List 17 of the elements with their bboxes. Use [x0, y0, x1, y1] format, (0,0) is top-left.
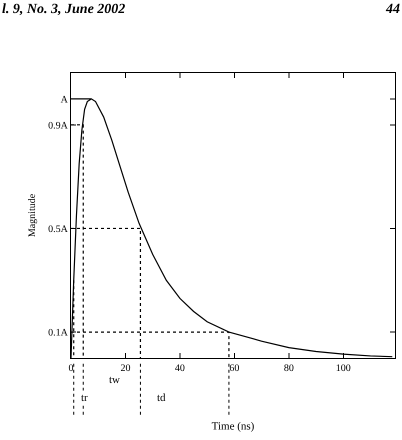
y-tick-label: 0.5A [48, 224, 69, 235]
text: l. 9, No. 3, June 2002 [2, 2, 126, 17]
x-tick-label: 80 [284, 363, 294, 374]
x-tick-label: 0 [68, 363, 74, 374]
y-tick-label: A [60, 94, 69, 106]
x-tick-label: 40 [174, 363, 185, 374]
x-tick-label: 100 [336, 363, 351, 374]
text: 44 [385, 2, 400, 17]
text: tw [109, 374, 120, 386]
text: td [157, 392, 166, 404]
text: tr [81, 392, 88, 404]
y-tick-label: 0.1A [48, 328, 69, 339]
x-tick-label: 20 [120, 363, 130, 374]
y-axis-title: Magnitude [27, 193, 38, 238]
x-tick-label: 60 [229, 363, 240, 374]
y-tick-label: 0.9A [48, 120, 69, 132]
x-axis-title: Time (ns) [212, 420, 255, 432]
